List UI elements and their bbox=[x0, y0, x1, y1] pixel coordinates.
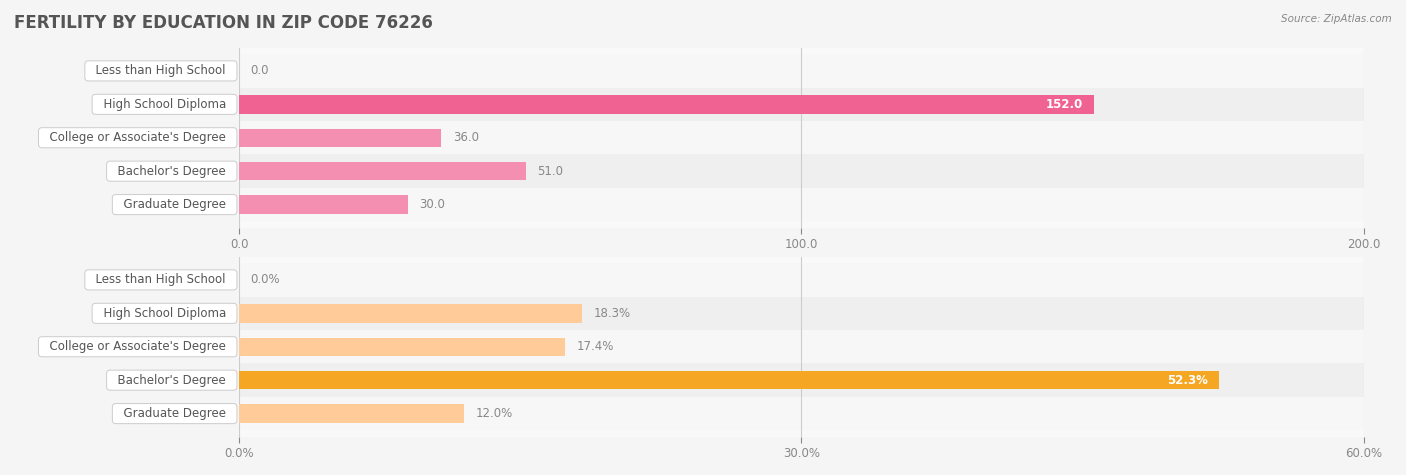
Text: 30.0: 30.0 bbox=[419, 198, 444, 211]
Bar bbox=[239, 330, 1364, 363]
Text: 51.0: 51.0 bbox=[537, 165, 562, 178]
Bar bbox=[239, 54, 1364, 87]
Bar bbox=[239, 296, 1364, 330]
Bar bbox=[239, 87, 1364, 121]
Text: Less than High School: Less than High School bbox=[89, 274, 233, 286]
Text: College or Associate's Degree: College or Associate's Degree bbox=[42, 340, 233, 353]
Text: FERTILITY BY EDUCATION IN ZIP CODE 76226: FERTILITY BY EDUCATION IN ZIP CODE 76226 bbox=[14, 14, 433, 32]
Bar bbox=[239, 304, 582, 323]
Bar bbox=[239, 129, 441, 147]
Bar bbox=[239, 95, 1094, 114]
Bar bbox=[239, 188, 1364, 221]
Bar bbox=[239, 404, 464, 423]
Text: 0.0%: 0.0% bbox=[250, 274, 280, 286]
Text: 36.0: 36.0 bbox=[453, 131, 478, 144]
Bar bbox=[239, 162, 526, 180]
Text: Bachelor's Degree: Bachelor's Degree bbox=[110, 165, 233, 178]
Bar bbox=[239, 363, 1364, 397]
Bar bbox=[239, 338, 565, 356]
Text: 18.3%: 18.3% bbox=[593, 307, 630, 320]
Bar bbox=[239, 263, 1364, 296]
Text: 17.4%: 17.4% bbox=[576, 340, 614, 353]
Text: Source: ZipAtlas.com: Source: ZipAtlas.com bbox=[1281, 14, 1392, 24]
Text: College or Associate's Degree: College or Associate's Degree bbox=[42, 131, 233, 144]
Text: Less than High School: Less than High School bbox=[89, 65, 233, 77]
Bar bbox=[239, 195, 408, 214]
Text: Graduate Degree: Graduate Degree bbox=[115, 198, 233, 211]
Text: Bachelor's Degree: Bachelor's Degree bbox=[110, 374, 233, 387]
Text: Graduate Degree: Graduate Degree bbox=[115, 407, 233, 420]
Bar bbox=[239, 154, 1364, 188]
Text: 152.0: 152.0 bbox=[1046, 98, 1083, 111]
Text: 0.0: 0.0 bbox=[250, 65, 269, 77]
Text: High School Diploma: High School Diploma bbox=[96, 307, 233, 320]
Text: 12.0%: 12.0% bbox=[475, 407, 512, 420]
Bar bbox=[239, 371, 1219, 390]
Bar bbox=[239, 121, 1364, 154]
Text: 52.3%: 52.3% bbox=[1167, 374, 1208, 387]
Bar bbox=[239, 397, 1364, 430]
Text: High School Diploma: High School Diploma bbox=[96, 98, 233, 111]
